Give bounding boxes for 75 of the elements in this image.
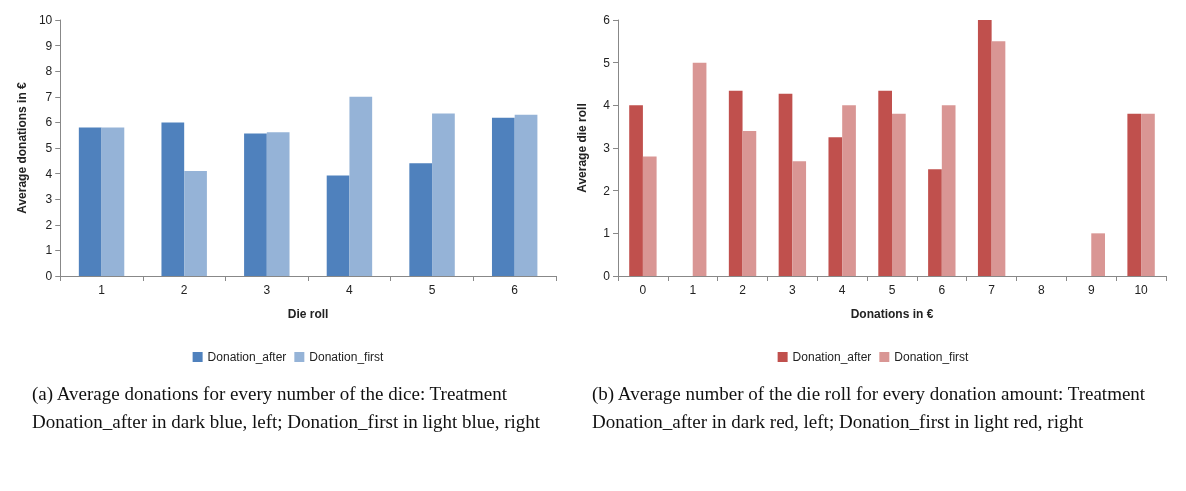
bar [842,105,856,276]
legend-label: Donation_first [894,350,970,364]
y-tick-label: 5 [45,141,53,155]
bar [977,20,992,276]
y-tick-label: 0 [45,269,53,283]
bar [792,161,807,276]
x-tick-label: 1 [98,283,106,297]
bar [349,96,373,276]
text: (b) Average number of the die roll for every donation amount: Treatment Donation_after in dark red, left; Donation_first in light red, right [591,382,1147,434]
x-tick-label: 8 [1038,283,1046,297]
y-tick-label: 9 [45,38,53,53]
legend-label: Donation_after [792,350,872,364]
bar [928,169,942,276]
bar [326,175,350,276]
bar [629,105,643,276]
x-tick-label: 1 [689,283,697,297]
y-tick-label: 3 [603,141,611,155]
bar [161,122,185,276]
bar [514,114,538,276]
text: (a) Average donations for every number of the dice: Treatment Donation_after in dark blue, left; Donation_first in light blue, right [31,382,542,434]
bar [409,163,433,276]
y-tick-label: 6 [603,13,611,27]
y-tick-label: 2 [603,183,611,198]
bar [991,41,1006,276]
bar [432,113,455,276]
y-tick-label: 0 [603,269,611,283]
bar [728,90,743,276]
x-axis-title: Donations in € [850,307,934,321]
x-tick-label: 3 [789,283,797,297]
x-tick-label: 7 [988,283,996,297]
bar [244,133,267,276]
x-tick-label: 2 [180,283,188,297]
legend-label: Donation_first [309,350,385,364]
x-tick-label: 4 [346,283,354,297]
y-tick-label: 10 [38,13,53,27]
y-axis-title: Average die roll [575,103,589,193]
x-tick-label: 6 [511,283,519,297]
y-axis-title: Average donations in € [15,81,29,214]
y-tick-label: 3 [45,192,53,207]
x-tick-label: 5 [428,283,436,297]
x-axis-title: Die roll [287,307,329,321]
bar [491,117,515,276]
bar [828,137,843,276]
y-tick-label: 8 [45,64,53,79]
bar [778,93,793,276]
x-tick-label: 10 [1134,283,1149,297]
y-tick-label: 6 [45,115,53,130]
x-tick-label: 2 [739,283,747,297]
bar [1141,113,1155,276]
bar [1127,113,1142,276]
y-tick-label: 1 [45,243,53,258]
bar [101,127,125,276]
bar [266,132,290,276]
x-tick-label: 5 [888,283,896,297]
bar [184,171,207,276]
x-tick-label: 4 [838,283,846,297]
x-tick-label: 6 [938,283,946,297]
bar [892,113,906,276]
y-tick-label: 4 [603,98,611,113]
x-tick-label: 9 [1087,283,1095,297]
bar [941,105,956,276]
bar [692,62,707,276]
y-tick-label: 5 [603,55,611,70]
bar [642,156,657,276]
legend-label: Donation_after [207,350,287,364]
y-tick-label: 1 [603,226,611,241]
x-tick-label: 0 [639,283,647,297]
y-tick-label: 7 [45,89,53,104]
y-tick-label: 4 [45,166,53,181]
bar [1091,233,1105,276]
bar [742,130,757,276]
bar [878,90,892,276]
x-tick-label: 3 [263,283,271,297]
y-tick-label: 2 [45,217,53,232]
bar [78,127,102,276]
